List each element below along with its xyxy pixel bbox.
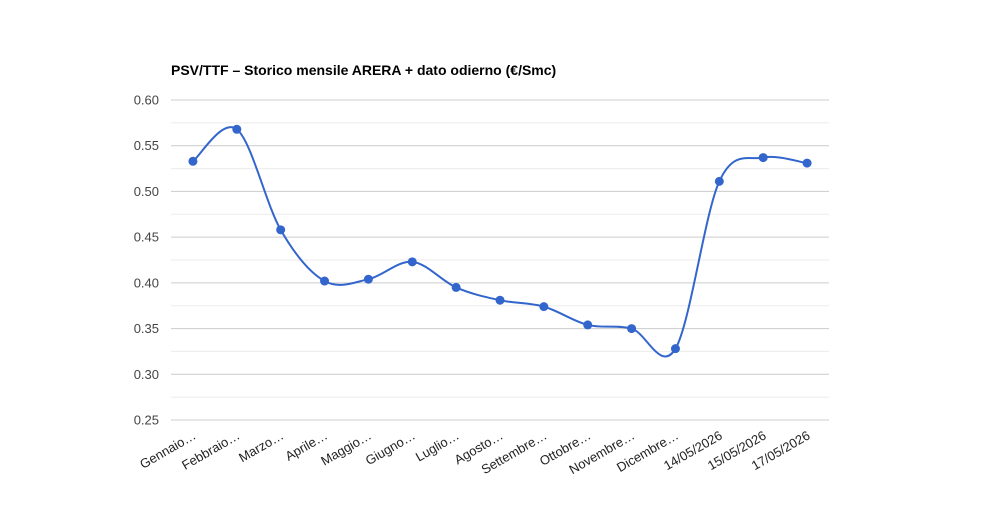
series-layer <box>188 124 812 358</box>
data-point[interactable] <box>276 225 286 235</box>
y-tick-label: 0.45 <box>134 230 159 245</box>
data-point[interactable] <box>320 276 330 286</box>
data-point[interactable] <box>627 324 637 334</box>
y-axis: 0.25 0.30 0.35 0.40 0.45 0.50 0.55 0.60 <box>134 93 159 428</box>
data-point[interactable] <box>407 257 417 267</box>
y-tick-label: 0.30 <box>134 367 159 382</box>
data-point[interactable] <box>714 176 724 186</box>
data-point[interactable] <box>583 320 593 330</box>
x-axis: Gennaio…Febbraio…Marzo…Aprile…Maggio…Giu… <box>137 428 812 477</box>
y-tick-label: 0.55 <box>134 138 159 153</box>
data-point[interactable] <box>451 282 461 292</box>
x-tick-label: Giugno… <box>363 428 418 468</box>
y-tick-label: 0.40 <box>134 275 159 290</box>
data-point[interactable] <box>232 124 242 134</box>
data-point[interactable] <box>539 302 549 312</box>
y-tick-label: 0.35 <box>134 321 159 336</box>
data-point[interactable] <box>758 153 768 163</box>
data-point[interactable] <box>495 295 505 305</box>
chart-title: PSV/TTF – Storico mensile ARERA + dato o… <box>171 62 556 78</box>
data-point[interactable] <box>802 158 812 168</box>
x-tick-label: Maggio… <box>318 428 374 469</box>
x-tick-label: Marzo… <box>236 428 286 466</box>
y-tick-label: 0.50 <box>134 184 159 199</box>
data-point[interactable] <box>188 156 198 166</box>
data-point[interactable] <box>670 344 680 354</box>
y-tick-label: 0.60 <box>134 93 159 108</box>
grid <box>171 99 829 421</box>
series-line <box>192 126 808 358</box>
data-point[interactable] <box>363 274 373 284</box>
y-tick-label: 0.25 <box>134 413 159 428</box>
